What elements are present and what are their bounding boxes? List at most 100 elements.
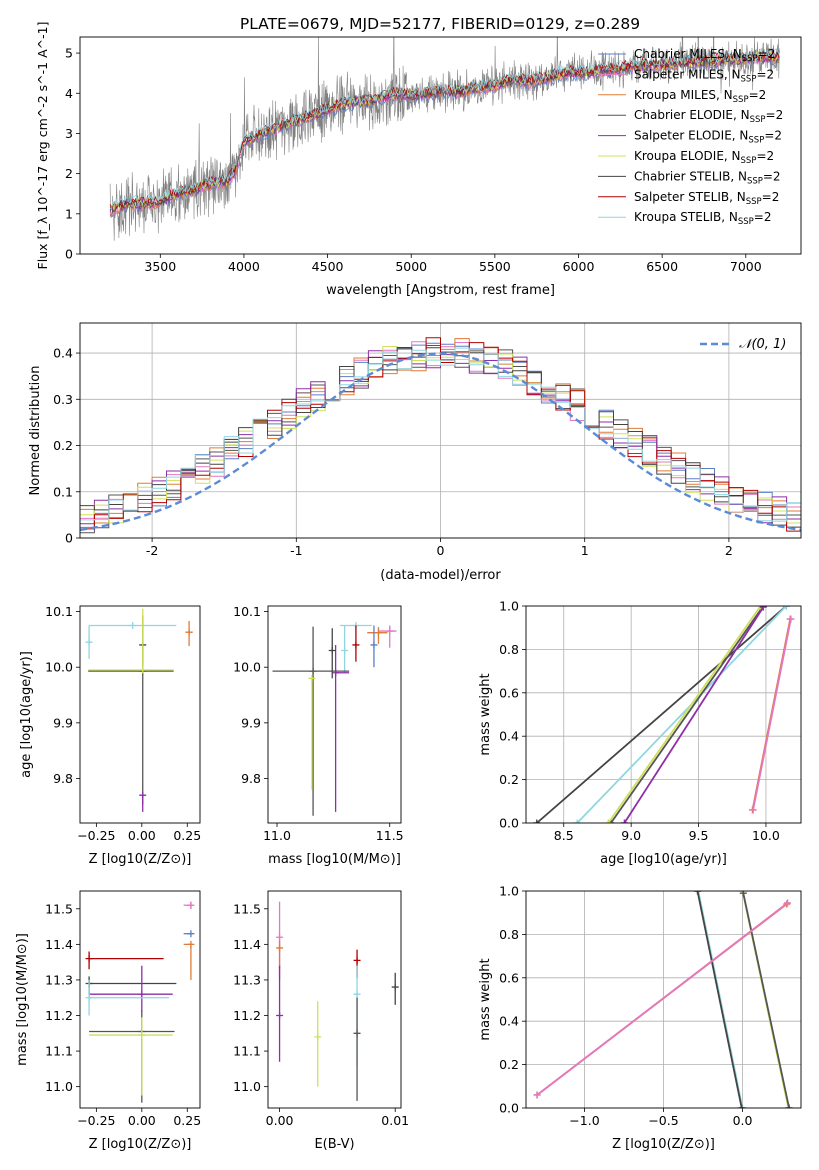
legend-entry: Salpeter ELODIE, NSSP=2 bbox=[634, 129, 782, 146]
x-tick-label: 7000 bbox=[730, 259, 762, 274]
y-tick-label: 5 bbox=[65, 46, 73, 61]
errorbar-salpeter-stelib bbox=[85, 951, 164, 970]
y-tick-label: 0.2 bbox=[499, 1057, 519, 1072]
point-marker bbox=[139, 666, 147, 674]
errorbar-chabrier-elodie bbox=[89, 1010, 175, 1103]
legend-entry: Kroupa ELODIE, NSSP=2 bbox=[634, 149, 774, 166]
plot-area bbox=[85, 608, 193, 812]
y-tick-label: 11.1 bbox=[45, 1044, 73, 1059]
y-tick-label: 11.2 bbox=[233, 1008, 261, 1023]
plot-area bbox=[109, 37, 780, 241]
series-salpeter-miles bbox=[749, 615, 795, 814]
panel-massweight-vs-age: 8.5 9.0 9.5 10.0 0.0 0.2 0.4 0.6 0.8 1.0 age [log1… bbox=[478, 599, 802, 867]
series-chabrier-stelib bbox=[533, 606, 790, 823]
x-tick-label: 9.0 bbox=[621, 828, 641, 843]
x-tick-label: 0.00 bbox=[128, 828, 156, 843]
y-tick-label: 1.0 bbox=[499, 599, 519, 614]
axes-frame bbox=[525, 605, 802, 824]
y-tick-label: 9.9 bbox=[241, 715, 261, 730]
errorbar-salpeter-elodie bbox=[89, 965, 173, 1012]
series-salpeter-elodie bbox=[620, 606, 767, 823]
x-tick-label: 0.25 bbox=[173, 1113, 201, 1128]
legend-entry: Chabrier MILES, NSSP=2 bbox=[634, 47, 775, 64]
y-tick-label: 0.8 bbox=[499, 642, 519, 657]
series-kroupa-elodie bbox=[604, 606, 765, 823]
errorbar-kroupa-miles bbox=[185, 621, 193, 647]
y-tick-label: 0.2 bbox=[499, 772, 519, 787]
y-tick-label: 11.4 bbox=[233, 937, 261, 952]
point-marker bbox=[308, 674, 316, 682]
point-marker bbox=[738, 1104, 746, 1108]
series-line bbox=[607, 606, 762, 823]
point-marker bbox=[314, 1033, 322, 1041]
x-tick-label: 8.5 bbox=[554, 828, 574, 843]
y-tick-label: 10.0 bbox=[233, 660, 261, 675]
legend-entry: Kroupa STELIB, NSSP=2 bbox=[634, 210, 772, 227]
point-marker bbox=[353, 1029, 361, 1037]
axes-frame bbox=[79, 36, 802, 255]
series-salpeter-miles bbox=[533, 899, 792, 1099]
series-chabrier-elodie bbox=[739, 891, 793, 1108]
axes-frame bbox=[267, 890, 402, 1109]
errorbar-kroupa-miles bbox=[367, 627, 388, 644]
x-tick-label: 3500 bbox=[144, 259, 176, 274]
y-tick-label: 10.1 bbox=[45, 604, 73, 619]
y-tick-label: 0 bbox=[65, 247, 73, 262]
errorbar-kroupa-elodie bbox=[314, 1001, 322, 1087]
panel-massweight-vs-Z: −1.0 −0.5 0.0 0.0 0.2 0.4 0.6 0.8 1.0 Z [log10(Z/… bbox=[478, 884, 802, 1152]
plot-area bbox=[80, 323, 801, 538]
x-tick-label: 5000 bbox=[395, 259, 427, 274]
point-marker bbox=[604, 819, 612, 823]
point-marker bbox=[187, 940, 195, 948]
errorbar-chabrier-elodie bbox=[88, 615, 174, 805]
errorbar-salpeter-elodie bbox=[332, 644, 350, 812]
point-marker bbox=[309, 667, 317, 675]
y-axis-label: mass weight bbox=[478, 958, 493, 1040]
normal-curve bbox=[80, 352, 801, 532]
legend: Chabrier MILES, NSSP=2 Salpeter MILES, NS… bbox=[598, 47, 783, 227]
point-marker bbox=[138, 1031, 146, 1039]
legend-entry: Kroupa MILES, NSSP=2 bbox=[634, 88, 766, 105]
y-tick-label: 0.6 bbox=[499, 685, 519, 700]
y-tick-label: 10.0 bbox=[45, 660, 73, 675]
errorbar-chabrier-stelib bbox=[85, 976, 177, 995]
y-tick-label: 9.8 bbox=[53, 771, 73, 786]
x-tick-label: -2 bbox=[146, 543, 158, 558]
y-tick-label: 9.9 bbox=[53, 715, 73, 730]
legend-entry: Salpeter MILES, NSSP=2 bbox=[634, 67, 774, 84]
point-marker bbox=[276, 1012, 284, 1020]
y-axis-label: Normed distribution bbox=[28, 366, 43, 496]
point-marker bbox=[185, 628, 193, 636]
series-line bbox=[536, 606, 787, 823]
y-tick-label: 11.2 bbox=[45, 1008, 73, 1023]
point-marker bbox=[187, 901, 195, 909]
y-tick-label: 11.1 bbox=[233, 1044, 261, 1059]
histogram-kroupa-stelib bbox=[80, 347, 801, 522]
point-marker bbox=[328, 647, 336, 655]
y-tick-label: 1 bbox=[65, 206, 73, 221]
point-marker bbox=[759, 606, 767, 611]
plot-area bbox=[526, 891, 801, 1108]
series-line bbox=[536, 902, 789, 1096]
y-tick-label: 3 bbox=[65, 126, 73, 141]
y-axis-label: age [log10(age/yr)] bbox=[19, 651, 34, 778]
x-tick-label: 0.00 bbox=[128, 1113, 156, 1128]
histogram-salpeter-stelib bbox=[80, 337, 801, 532]
y-axis-label: Flux [f_λ 10^-17 erg cm^-2 s^-1 A^-1] bbox=[35, 22, 50, 270]
figure-title: PLATE=0679, MJD=52177, FIBERID=0129, z=0… bbox=[240, 15, 640, 33]
point-marker bbox=[533, 1091, 541, 1099]
panel-mass-vs-Z: −0.25 0.00 0.25 11.0 11.1 11.2 11.3 11.4 11.5 Z [… bbox=[15, 890, 201, 1152]
point-marker bbox=[749, 806, 757, 814]
panel-residuals: -2 -1 0 1 2 0 0.1 0.2 0.3 0.4 (data-model)/error No… bbox=[28, 322, 802, 583]
errorbar-chabrier-elodie bbox=[353, 997, 361, 1101]
y-tick-label: 0.4 bbox=[53, 346, 73, 361]
errorbar-chabrier-stelib bbox=[328, 628, 336, 679]
series-line bbox=[752, 618, 792, 811]
point-marker bbox=[782, 606, 790, 610]
point-marker bbox=[353, 990, 361, 998]
x-tick-label: −0.25 bbox=[77, 1113, 115, 1128]
y-tick-label: 11.3 bbox=[233, 972, 261, 987]
point-marker bbox=[533, 819, 541, 823]
x-tick-label: 11.5 bbox=[376, 828, 404, 843]
